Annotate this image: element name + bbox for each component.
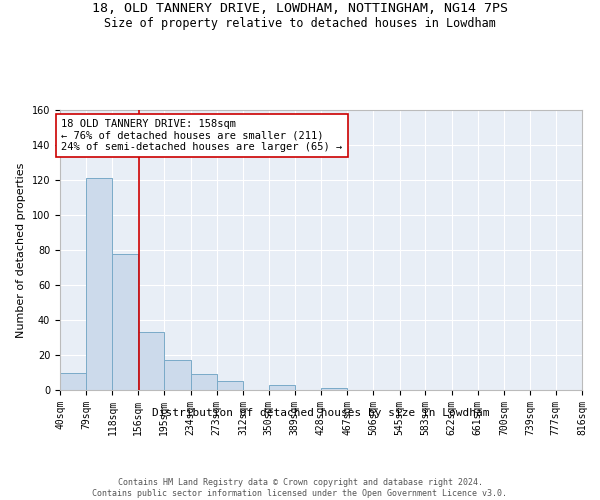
Bar — [191, 374, 217, 390]
Bar — [217, 381, 243, 390]
Text: 18 OLD TANNERY DRIVE: 158sqm
← 76% of detached houses are smaller (211)
24% of s: 18 OLD TANNERY DRIVE: 158sqm ← 76% of de… — [61, 118, 343, 152]
Text: Distribution of detached houses by size in Lowdham: Distribution of detached houses by size … — [152, 408, 490, 418]
Y-axis label: Number of detached properties: Number of detached properties — [16, 162, 26, 338]
Text: Size of property relative to detached houses in Lowdham: Size of property relative to detached ho… — [104, 18, 496, 30]
Text: Contains HM Land Registry data © Crown copyright and database right 2024.
Contai: Contains HM Land Registry data © Crown c… — [92, 478, 508, 498]
Bar — [321, 388, 347, 390]
Bar — [112, 254, 138, 390]
Bar — [269, 385, 295, 390]
Bar — [86, 178, 112, 390]
Bar — [60, 372, 86, 390]
Bar — [138, 332, 164, 390]
Text: 18, OLD TANNERY DRIVE, LOWDHAM, NOTTINGHAM, NG14 7PS: 18, OLD TANNERY DRIVE, LOWDHAM, NOTTINGH… — [92, 2, 508, 16]
Bar — [164, 360, 191, 390]
